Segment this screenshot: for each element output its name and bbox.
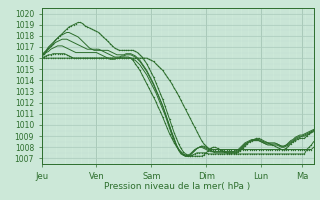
- X-axis label: Pression niveau de la mer( hPa ): Pression niveau de la mer( hPa ): [104, 182, 251, 191]
